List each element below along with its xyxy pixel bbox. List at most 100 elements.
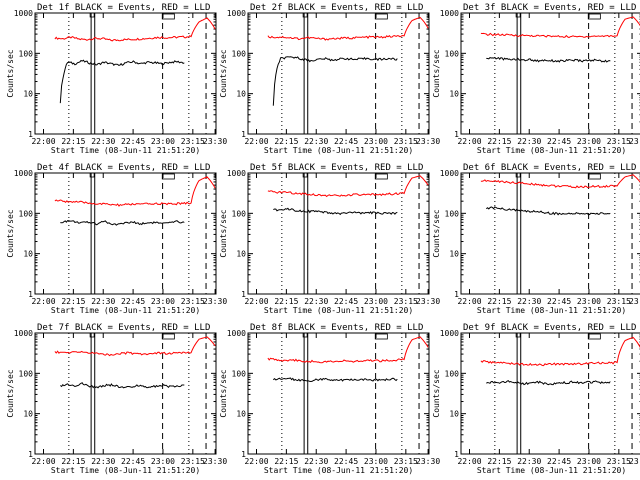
- chart-title: Det 8f BLACK = Events, RED = LLD: [250, 323, 423, 333]
- chart-title: Det 1f BLACK = Events, RED = LLD: [37, 3, 210, 13]
- series-events-line: [272, 56, 398, 106]
- x-tick-label: 22:30: [304, 137, 328, 146]
- x-tick-label: 23:30: [629, 137, 640, 146]
- y-tick-label: 1: [241, 290, 246, 299]
- x-tick-label: 23:30: [629, 457, 640, 466]
- y-tick-label: 1: [241, 450, 246, 459]
- x-tick-label: 22:45: [547, 457, 571, 466]
- x-tick-label: 23:00: [364, 297, 388, 306]
- y-tick-label: 10: [236, 250, 246, 259]
- x-tick-label: 22:15: [274, 297, 298, 306]
- y-tick-label: 1: [454, 290, 459, 299]
- x-tick-label: 22:15: [61, 457, 85, 466]
- marker-flag: [302, 332, 308, 338]
- y-tick-label: 100: [19, 369, 34, 378]
- y-tick-label: 10: [236, 410, 246, 419]
- y-tick-label: 1000: [14, 329, 33, 338]
- plot-frame: [460, 172, 640, 295]
- y-axis-label: Counts/sec: [432, 49, 441, 97]
- chart-title: Det 9f BLACK = Events, RED = LLD: [463, 323, 636, 333]
- chart-panel: Det 4f BLACK = Events, RED = LLD 1 10 100 10…: [6, 163, 227, 315]
- y-axis-label: Counts/sec: [432, 209, 441, 257]
- x-tick-label: 22:00: [457, 137, 481, 146]
- y-tick-label: 1000: [227, 169, 246, 178]
- y-tick-label: 1: [454, 130, 459, 139]
- series-lld-line: [480, 336, 640, 367]
- series-lld-line: [480, 174, 640, 189]
- series-lld-line: [480, 16, 640, 39]
- x-tick-label: 23:00: [364, 457, 388, 466]
- y-tick-label: 1000: [227, 9, 246, 18]
- x-tick-label: 23:30: [203, 457, 227, 466]
- x-tick-label: 22:15: [274, 457, 298, 466]
- x-tick-label: 23:15: [394, 137, 418, 146]
- y-tick-label: 1: [454, 450, 459, 459]
- series-lld-line: [54, 17, 216, 42]
- y-tick-label: 10: [236, 90, 246, 99]
- chart-panel: Det 9f BLACK = Events, RED = LLD 1 10 100 10…: [432, 323, 640, 475]
- x-axis-label: Start Time (08-Jun-11 21:51:20): [264, 146, 413, 155]
- x-axis-label: Start Time (08-Jun-11 21:51:20): [477, 146, 626, 155]
- y-tick-label: 1: [28, 290, 33, 299]
- y-tick-label: 100: [445, 49, 460, 58]
- marker-interval-box: [374, 13, 388, 20]
- x-tick-label: 23:15: [394, 297, 418, 306]
- y-tick-label: 100: [19, 49, 34, 58]
- x-tick-label: 22:45: [334, 297, 358, 306]
- x-tick-label: 22:15: [61, 137, 85, 146]
- series-events-line: [60, 220, 185, 226]
- x-tick-label: 23:00: [151, 457, 175, 466]
- series-events-line: [486, 56, 611, 63]
- series-lld-line: [267, 16, 429, 41]
- x-tick-label: 23:15: [181, 297, 205, 306]
- plot-frame: [247, 172, 430, 295]
- y-axis-label: Counts/sec: [6, 209, 15, 257]
- x-tick-label: 23:00: [577, 297, 601, 306]
- x-tick-label: 22:15: [487, 297, 511, 306]
- x-tick-label: 22:30: [304, 297, 328, 306]
- y-tick-label: 10: [23, 90, 33, 99]
- series-events-line: [273, 207, 398, 216]
- chart-panel: Det 6f BLACK = Events, RED = LLD 1 10 100 10…: [432, 163, 640, 315]
- y-tick-label: 100: [445, 369, 460, 378]
- x-tick-label: 22:00: [31, 137, 55, 146]
- y-tick-label: 100: [232, 49, 247, 58]
- plot-frame: [34, 332, 217, 455]
- y-tick-label: 100: [19, 209, 34, 218]
- x-tick-label: 23:00: [577, 457, 601, 466]
- x-tick-label: 22:30: [517, 457, 541, 466]
- chart-panel: Det 1f BLACK = Events, RED = LLD 1 10 100 10…: [6, 3, 227, 155]
- y-tick-label: 1000: [14, 169, 33, 178]
- y-tick-label: 100: [232, 369, 247, 378]
- marker-interval-box: [374, 333, 388, 340]
- y-tick-label: 100: [445, 209, 460, 218]
- x-axis-label: Start Time (08-Jun-11 21:51:20): [51, 466, 200, 475]
- x-tick-label: 22:00: [31, 297, 55, 306]
- plot-frame: [460, 332, 640, 455]
- series-events-line: [486, 206, 611, 216]
- chart-title: Det 7f BLACK = Events, RED = LLD: [37, 323, 210, 333]
- series-lld-line: [54, 176, 216, 207]
- y-tick-label: 10: [449, 410, 459, 419]
- x-tick-label: 22:00: [31, 457, 55, 466]
- x-tick-label: 23:15: [607, 137, 631, 146]
- x-tick-label: 23:30: [203, 297, 227, 306]
- y-tick-label: 10: [23, 250, 33, 259]
- x-axis-label: Start Time (08-Jun-11 21:51:20): [477, 306, 626, 315]
- x-tick-label: 23:15: [394, 457, 418, 466]
- x-tick-label: 22:00: [457, 297, 481, 306]
- y-tick-label: 1: [28, 130, 33, 139]
- x-tick-label: 22:00: [244, 457, 268, 466]
- x-tick-label: 23:00: [577, 137, 601, 146]
- y-tick-label: 100: [232, 209, 247, 218]
- x-axis-label: Start Time (08-Jun-11 21:51:20): [51, 306, 200, 315]
- x-tick-label: 22:45: [121, 137, 145, 146]
- y-axis-label: Counts/sec: [6, 49, 15, 97]
- x-tick-label: 22:30: [91, 137, 115, 146]
- series-lld-line: [54, 336, 216, 357]
- y-tick-label: 10: [449, 90, 459, 99]
- x-tick-label: 22:30: [517, 137, 541, 146]
- marker-interval-box: [161, 173, 175, 180]
- series-events-line: [60, 382, 185, 389]
